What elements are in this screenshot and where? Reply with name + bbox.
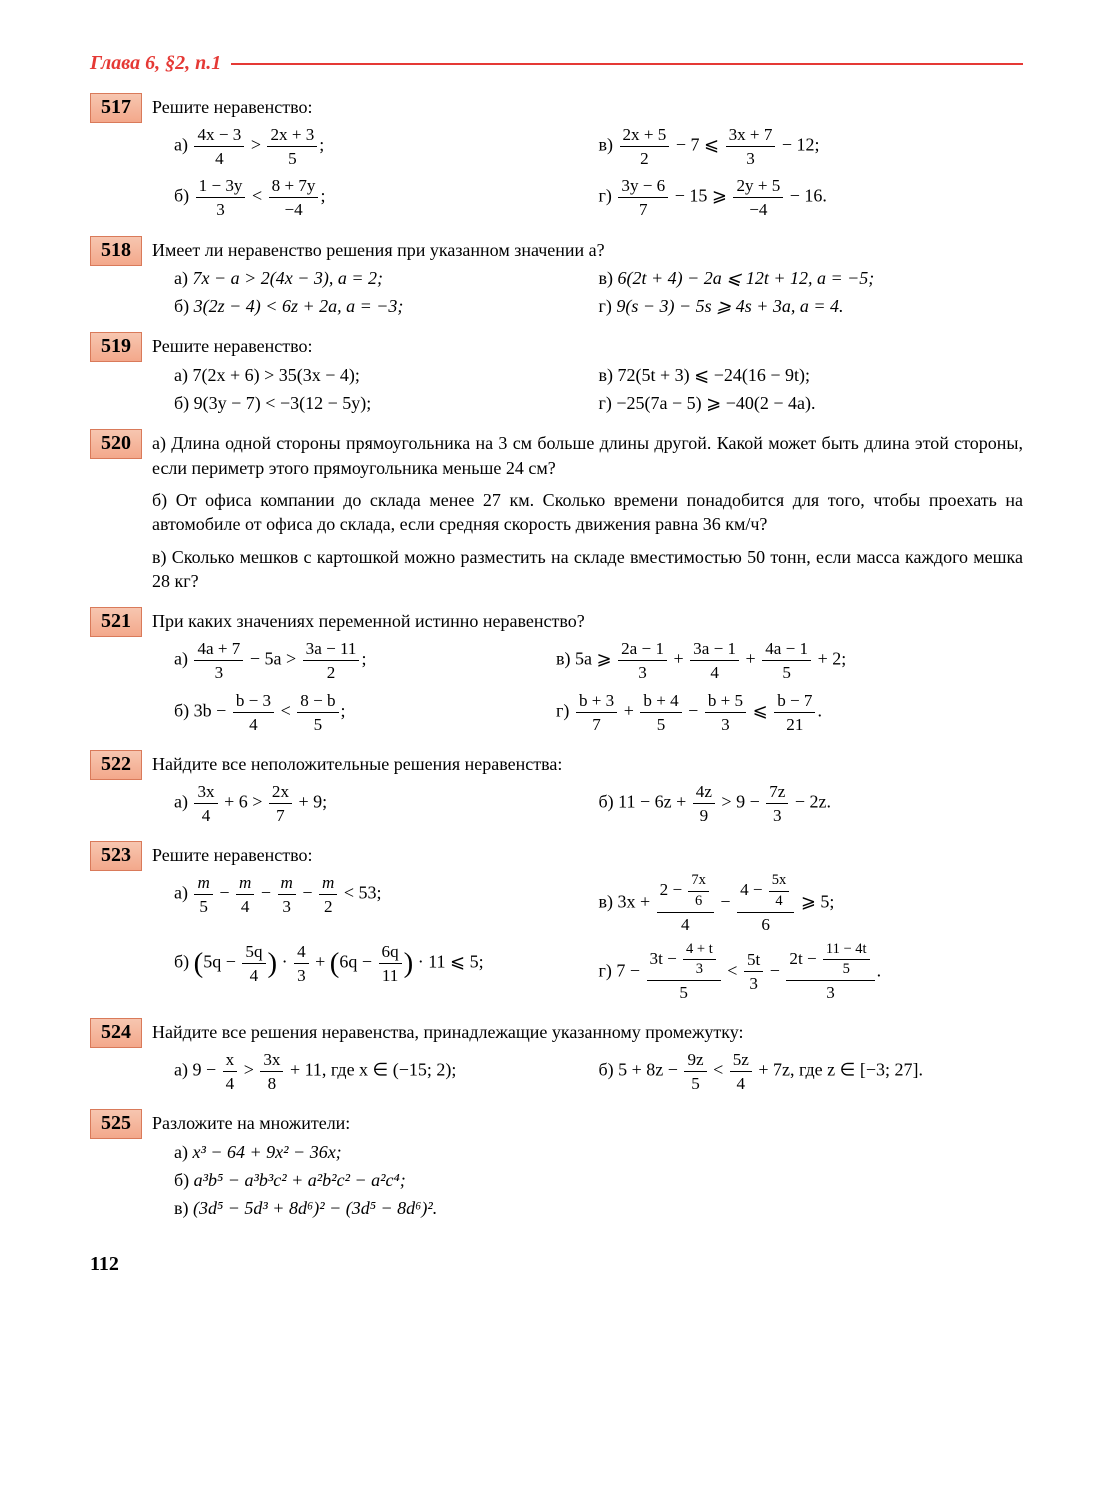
problem-number: 520 [90, 429, 142, 459]
paragraph-v: в) Сколько мешков с картошкой можно разм… [152, 545, 1023, 594]
problem-number: 517 [90, 93, 142, 123]
item-v: в) 6(2t + 4) − 2a ⩽ 12t + 12, a = −5; [599, 266, 1024, 290]
problem-number: 519 [90, 332, 142, 362]
item-v: в) 2x + 52 − 7 ⩽ 3x + 73 − 12; [599, 123, 1024, 170]
item-a: а) 4a + 73 − 5a > 3a − 112; [152, 637, 556, 684]
problem-intro: Имеет ли неравенство решения при указанн… [152, 238, 1023, 262]
item-g: г) −25(7a − 5) ⩾ −40(2 − 4a). [599, 391, 1024, 415]
item-a: а) x³ − 64 + 9x² − 36x; [152, 1140, 1023, 1164]
problem-number: 518 [90, 236, 142, 266]
item-b: б) 5 + 8z − 9z5 < 5z4 + 7z, где z ∈ [−3;… [599, 1048, 1024, 1095]
item-b: б) 9(3y − 7) < −3(12 − 5y); [152, 391, 599, 415]
problem-number: 523 [90, 841, 142, 871]
problem-number: 522 [90, 750, 142, 780]
problem-intro: Решите неравенство: [152, 843, 1023, 867]
header-rule [231, 63, 1023, 65]
problem-524: 524 Найдите все решения неравенства, при… [90, 1018, 1023, 1099]
problem-522: 522 Найдите все неположительные решения … [90, 750, 1023, 831]
problem-intro: Решите неравенство: [152, 334, 1023, 358]
item-g: г) 9(s − 3) − 5s ⩾ 4s + 3a, a = 4. [599, 294, 1024, 318]
item-b: б) 11 − 6z + 4z9 > 9 − 7z3 − 2z. [599, 780, 1024, 827]
item-v: в) 5a ⩾ 2a − 13 + 3a − 14 + 4a − 15 + 2; [556, 637, 1023, 684]
item-a: а) 7(2x + 6) > 35(3x − 4); [152, 363, 599, 387]
problem-521: 521 При каких значениях переменной истин… [90, 607, 1023, 740]
item-b: б) (5q − 5q4) · 43 + (6q − 6q11) · 11 ⩽ … [152, 940, 599, 1004]
problem-number: 525 [90, 1109, 142, 1139]
problem-intro: Найдите все неположительные решения нера… [152, 752, 1023, 776]
problem-519: 519 Решите неравенство: а) 7(2x + 6) > 3… [90, 332, 1023, 419]
item-v: в) 3x + 2 − 7x64 − 4 − 5x46 ⩾ 5; [599, 871, 1024, 935]
problem-518: 518 Имеет ли неравенство решения при ука… [90, 236, 1023, 323]
item-g: г) b + 37 + b + 45 − b + 53 ⩽ b − 721. [556, 689, 1023, 736]
item-b: б) 3b − b − 34 < 8 − b5; [152, 689, 556, 736]
problem-number: 524 [90, 1018, 142, 1048]
item-g: г) 3y − 67 − 15 ⩾ 2y + 5−4 − 16. [599, 174, 1024, 221]
item-v: в) 72(5t + 3) ⩽ −24(16 − 9t); [599, 363, 1024, 387]
item-a: а) 3x4 + 6 > 2x7 + 9; [152, 780, 599, 827]
item-a: а) 4x − 34 > 2x + 35; [152, 123, 599, 170]
chapter-title: Глава 6, §2, п.1 [90, 50, 221, 77]
item-a: а) m5 − m4 − m3 − m2 < 53; [152, 871, 599, 935]
item-b: б) 1 − 3y3 < 8 + 7y−4; [152, 174, 599, 221]
problem-intro: При каких значениях переменной истинно н… [152, 609, 1023, 633]
paragraph-b: б) От офиса компании до склада менее 27 … [152, 488, 1023, 537]
problem-525: 525 Разложите на множители: а) x³ − 64 +… [90, 1109, 1023, 1224]
problem-517: 517 Решите неравенство: а) 4x − 34 > 2x … [90, 93, 1023, 226]
problem-intro: Найдите все решения неравенства, принадл… [152, 1020, 1023, 1044]
item-a: а) 7x − a > 2(4x − 3), a = 2; [152, 266, 599, 290]
chapter-header: Глава 6, §2, п.1 [90, 50, 1023, 77]
problem-520: 520 а) Длина одной стороны прямоугольник… [90, 429, 1023, 597]
item-b: б) a³b⁵ − a³b³c² + a²b²c² − a²c⁴; [152, 1168, 1023, 1192]
problem-intro: Решите неравенство: [152, 95, 1023, 119]
problem-intro: Разложите на множители: [152, 1111, 1023, 1135]
problem-523: 523 Решите неравенство: а) m5 − m4 − m3 … [90, 841, 1023, 1008]
problem-number: 521 [90, 607, 142, 637]
paragraph-a: а) Длина одной стороны прямоугольника на… [152, 431, 1023, 480]
item-g: г) 7 − 3t − 4 + t35 < 5t3 − 2t − 11 − 4t… [599, 940, 1024, 1004]
item-v: в) (3d⁵ − 5d³ + 8d⁶)² − (3d⁵ − 8d⁶)². [152, 1196, 1023, 1220]
item-a: а) 9 − x4 > 3x8 + 11, где x ∈ (−15; 2); [152, 1048, 599, 1095]
page-number: 112 [90, 1251, 1023, 1278]
item-b: б) 3(2z − 4) < 6z + 2a, a = −3; [152, 294, 599, 318]
